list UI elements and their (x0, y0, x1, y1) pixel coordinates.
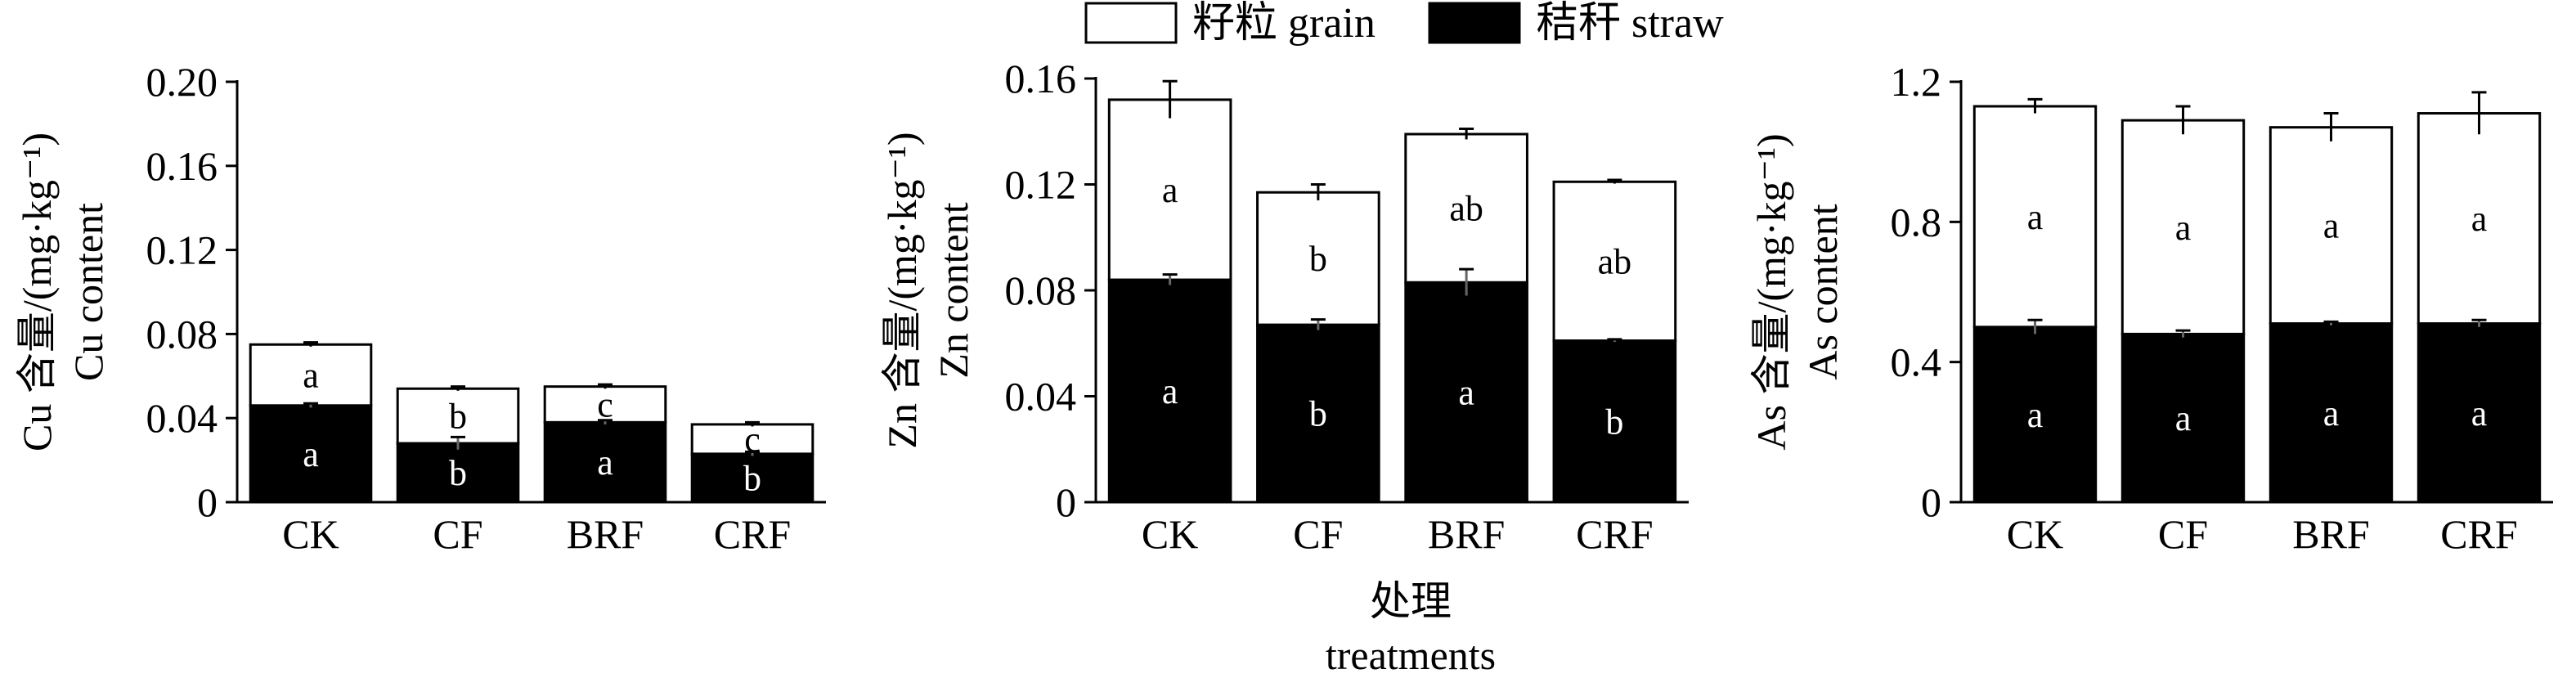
as-bar-straw (1972, 326, 2098, 504)
as-bar-straw (2120, 332, 2246, 504)
legend-item-straw: 秸秆 straw (1428, 0, 1724, 47)
cu-letter-straw: b (449, 453, 467, 493)
zn-ytick-label: 0 (1056, 479, 1076, 525)
as-ytick-label: 0 (1921, 479, 1941, 525)
legend-label-grain: 籽粒 grain (1192, 0, 1376, 47)
zn-ytick-label: 0.16 (1005, 56, 1077, 101)
legend-swatch-straw (1428, 2, 1521, 44)
zn-ytick-label: 0.12 (1005, 162, 1077, 208)
cu-ytick-label: 0 (197, 479, 218, 525)
shared-xlabel-line2: treatments (1326, 632, 1496, 678)
zn-letter-grain: ab (1449, 189, 1483, 229)
as-xtick-label: CF (2158, 511, 2208, 557)
cu-ytick-label: 0.20 (146, 59, 218, 105)
as-bar-straw (2417, 322, 2542, 504)
shared-xlabel-line1: 处理 (1370, 578, 1452, 624)
zn-bar-straw (1256, 323, 1380, 504)
cu-ytick-label: 0.04 (146, 395, 218, 441)
cu-letter-straw: a (303, 434, 319, 474)
as-letter-grain: a (2323, 206, 2340, 246)
zn-letter-straw: a (1458, 373, 1474, 413)
cu-letter-straw: b (743, 458, 761, 498)
zn-ylabel-line2: Zn content (931, 202, 976, 378)
as-bar-straw (2269, 322, 2394, 504)
shared-xlabel: 处理 treatments (1326, 578, 1496, 678)
zn-xtick-label: BRF (1428, 511, 1506, 557)
as-xtick-label: CK (2007, 511, 2063, 557)
panel-zn: 0 0.04 0.08 0.12 0.16 Zn 含量/(mg·kg⁻¹) Zn conte… (879, 56, 1689, 557)
zn-letter-straw: b (1605, 402, 1623, 442)
as-letter-grain: a (2471, 199, 2488, 239)
legend: 籽粒 grain 秸秆 straw (1084, 0, 1724, 47)
as-ytick-label: 0.4 (1891, 339, 1942, 385)
zn-letter-grain: ab (1598, 241, 1632, 281)
cu-ytick-label: 0.08 (146, 311, 218, 357)
zn-bar-grain (1107, 98, 1232, 281)
zn-ytick-label: 0.04 (1005, 374, 1077, 420)
zn-ylabel-line1: Zn 含量/(mg·kg⁻¹) (879, 132, 925, 448)
as-letter-grain: a (2027, 197, 2044, 237)
zn-letter-grain: b (1309, 239, 1327, 279)
zn-bar-straw (1552, 339, 1677, 504)
as-ylabel-line2: As content (1800, 204, 1846, 379)
cu-bar-straw (543, 420, 667, 504)
cu-bar-straw (690, 452, 815, 504)
as-letter-straw: a (2175, 398, 2192, 438)
cu-bar-grain (543, 385, 667, 424)
as-xtick-label: CRF (2440, 511, 2518, 557)
zn-xtick-label: CF (1293, 511, 1343, 557)
zn-letter-straw: a (1162, 371, 1178, 411)
cu-letter-grain: b (449, 397, 467, 437)
legend-swatch-grain (1084, 2, 1178, 44)
cu-letter-grain: c (744, 420, 761, 460)
cu-ytick-label: 0.12 (146, 227, 218, 273)
as-xtick-label: BRF (2292, 511, 2370, 557)
as-letter-straw: a (2323, 393, 2340, 433)
zn-letter-straw: b (1309, 394, 1327, 434)
cu-xtick-label: CRF (714, 511, 792, 557)
zn-letter-grain: a (1162, 170, 1178, 210)
as-ytick-label: 0.8 (1891, 199, 1942, 245)
cu-letter-grain: c (597, 384, 613, 424)
legend-label-straw: 秸秆 straw (1536, 0, 1724, 47)
panel-as: 0 0.4 0.8 1.2 As 含量/(mg·kg⁻¹) As content a a CK a… (1748, 59, 2553, 557)
zn-bar-grain (1256, 191, 1380, 326)
as-bar-grain (1972, 105, 2098, 329)
legend-item-grain: 籽粒 grain (1084, 0, 1376, 47)
cu-letter-straw: a (597, 442, 613, 483)
cu-letter-grain: a (303, 356, 319, 396)
as-letter-straw: a (2471, 393, 2488, 433)
cu-xtick-label: BRF (567, 511, 644, 557)
zn-bar-grain (1404, 132, 1528, 284)
cu-bar-grain (690, 423, 815, 456)
as-bar-grain (2269, 126, 2394, 326)
cu-ylabel-line1: Cu 含量/(mg·kg⁻¹) (14, 132, 60, 451)
zn-xtick-label: CRF (1576, 511, 1654, 557)
zn-bar-grain (1552, 180, 1677, 343)
cu-ytick-label: 0.16 (146, 143, 218, 189)
as-letter-grain: a (2175, 208, 2192, 248)
zn-bar-straw (1107, 278, 1232, 504)
cu-xtick-label: CK (282, 511, 339, 557)
zn-ytick-label: 0.08 (1005, 267, 1077, 313)
cu-xtick-label: CF (433, 511, 482, 557)
as-letter-straw: a (2027, 395, 2044, 435)
as-ylabel-line1: As 含量/(mg·kg⁻¹) (1748, 133, 1794, 450)
cu-bar-straw (249, 404, 373, 504)
cu-ylabel-line2: Cu content (65, 203, 111, 381)
as-ytick-label: 1.2 (1891, 59, 1942, 105)
panel-cu: 0 0.04 0.08 0.12 0.16 0.20 Cu 含量/(mg·kg⁻¹) Cu c… (14, 59, 826, 557)
zn-xtick-label: CK (1142, 511, 1198, 557)
